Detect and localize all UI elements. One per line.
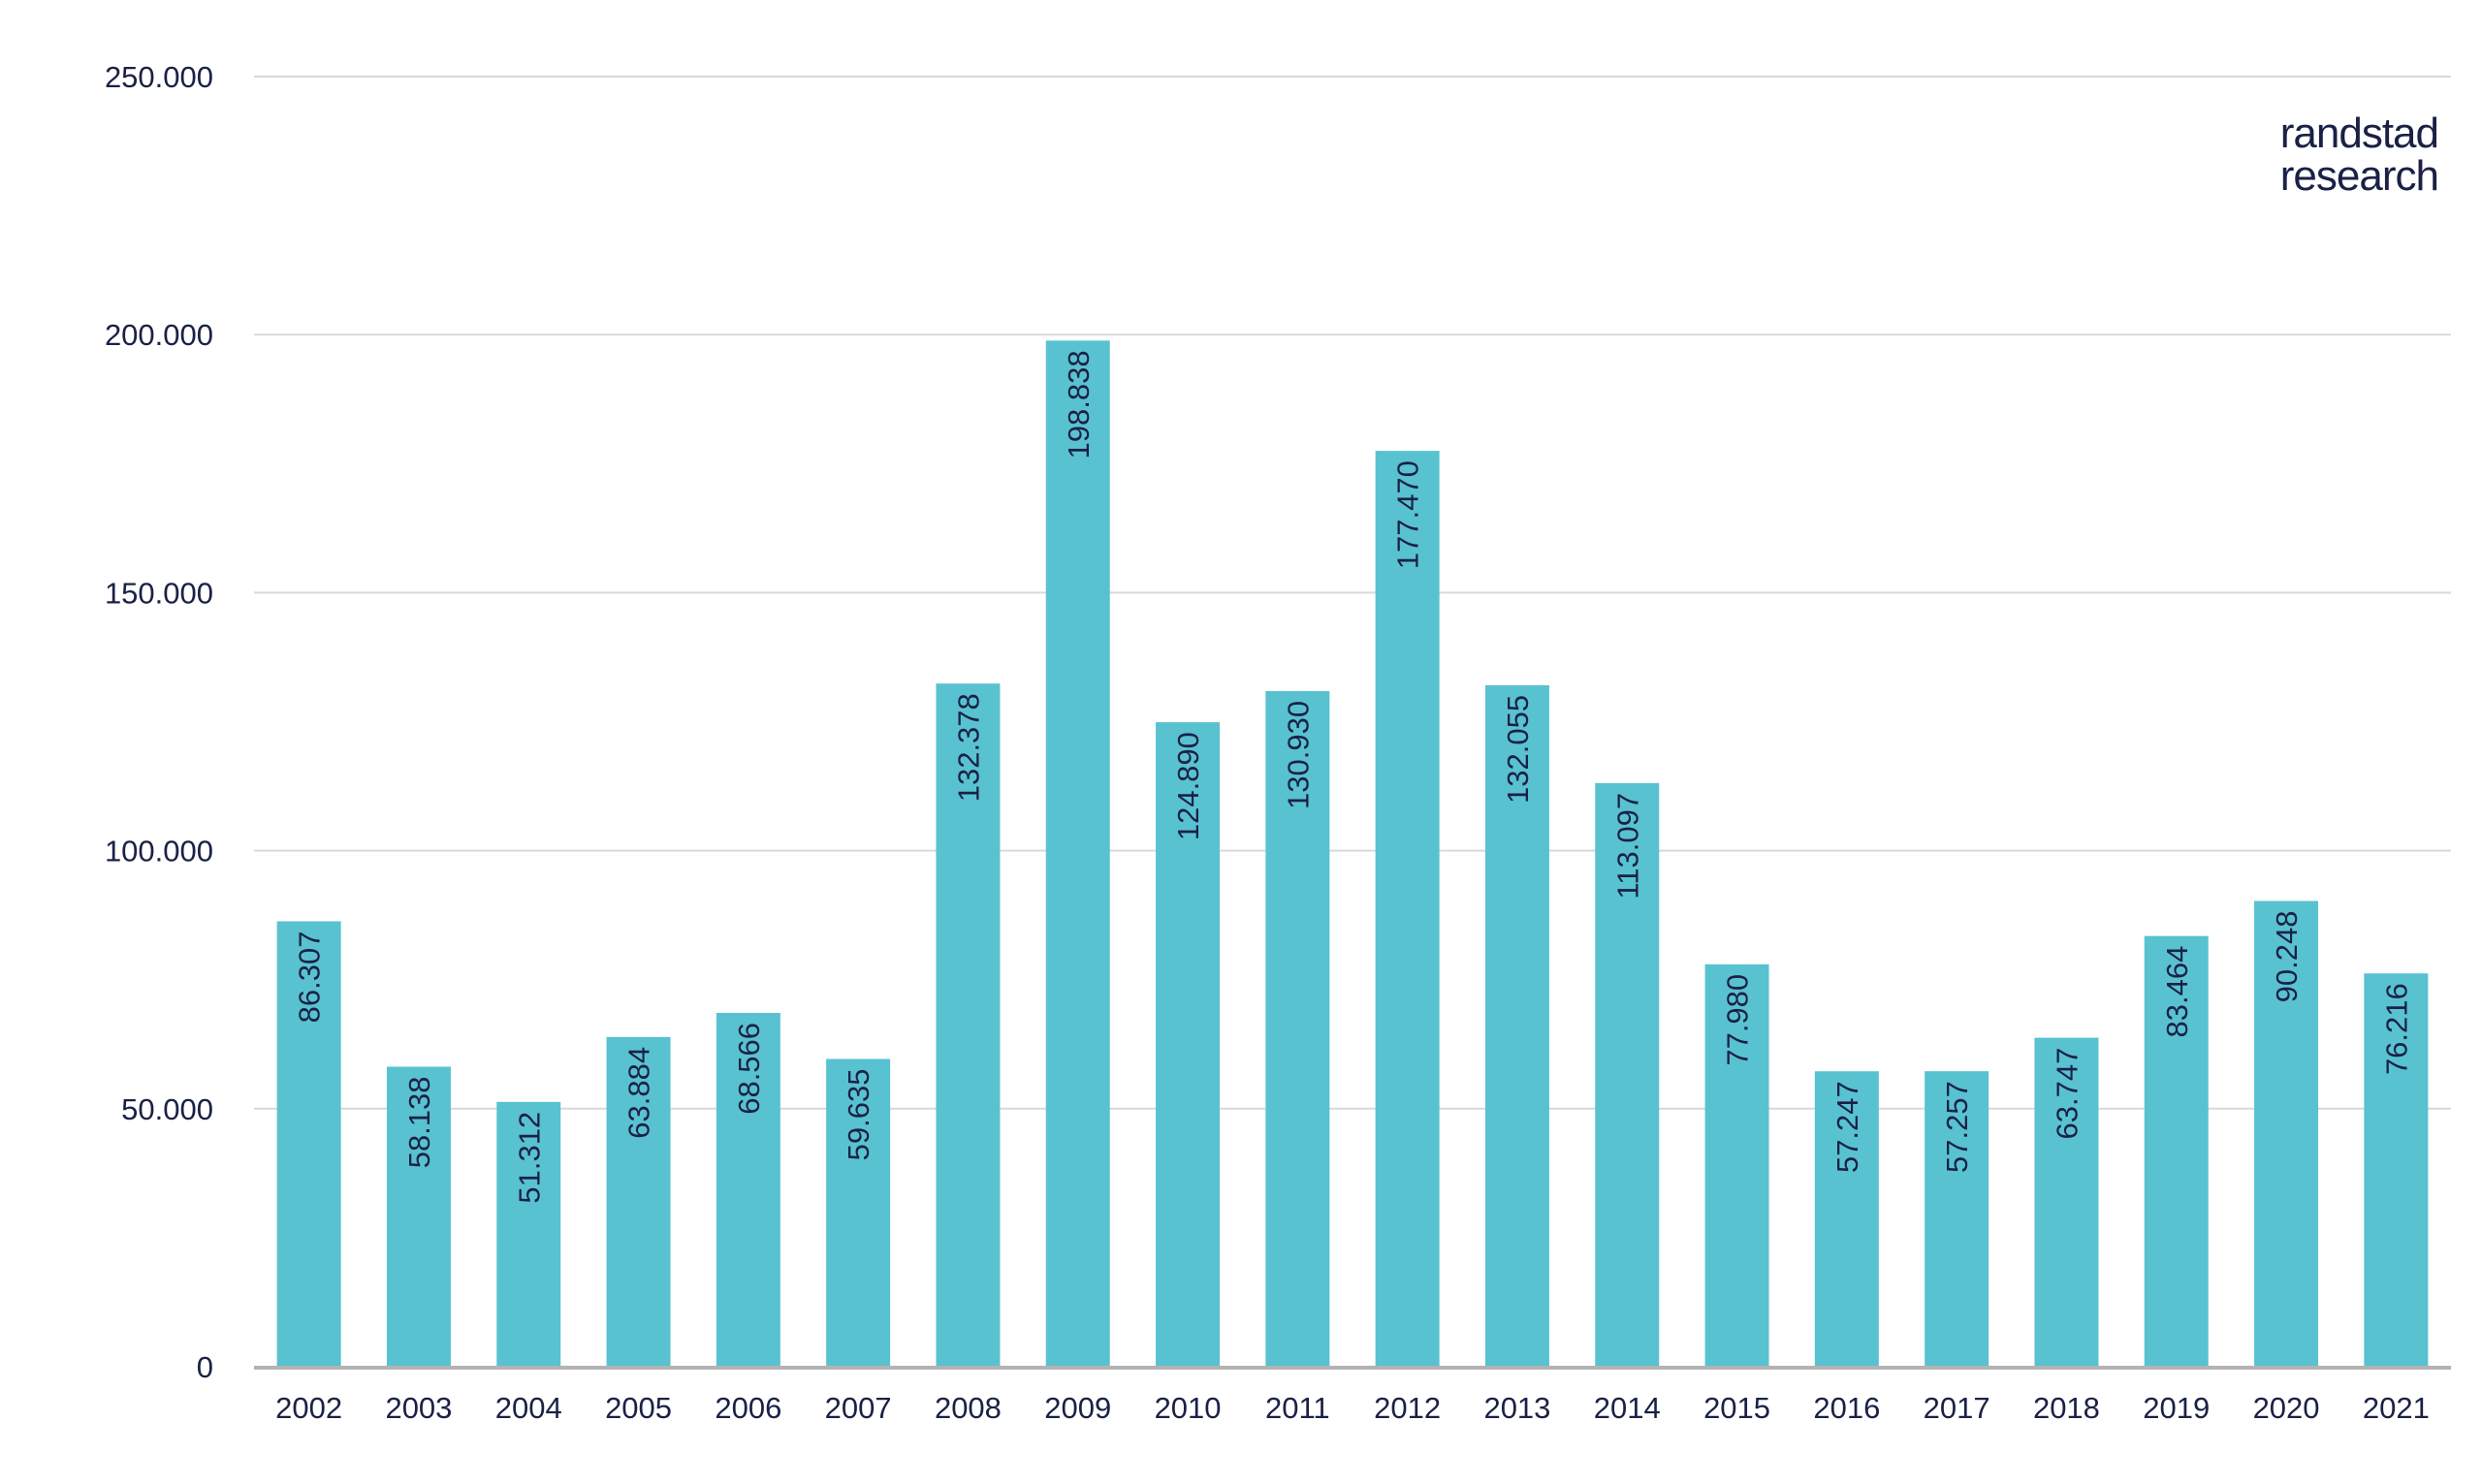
bar-value-label: 113.097: [1610, 793, 1644, 900]
bar: [826, 1058, 891, 1367]
bar: [1484, 684, 1549, 1367]
bars: [276, 340, 2429, 1367]
bar-value-label: 86.307: [293, 931, 327, 1024]
x-tick-label: 2020: [2253, 1391, 2320, 1425]
x-tick-label: 2019: [2143, 1391, 2210, 1425]
bar: [716, 1012, 780, 1367]
y-tick-label: 250.000: [105, 60, 213, 94]
y-axis-tick-labels: 0 50.000 100.000 150.000 200.000 250.000: [105, 60, 213, 1384]
x-tick-label: 2009: [1044, 1391, 1111, 1425]
bar: [496, 1101, 561, 1367]
bar-value-label: 63.884: [622, 1047, 656, 1139]
bar: [1156, 722, 1221, 1367]
bar-value-label: 177.470: [1391, 460, 1425, 569]
bar: [1704, 963, 1769, 1367]
x-tick-label: 2012: [1374, 1391, 1441, 1425]
y-tick-label: 200.000: [105, 318, 213, 352]
bar-value-label: 51.312: [512, 1112, 546, 1204]
x-tick-label: 2004: [495, 1391, 562, 1425]
bar-value-label: 198.838: [1062, 350, 1096, 458]
bar-value-label: 130.930: [1281, 701, 1315, 809]
bar-value-label: 124.890: [1171, 732, 1205, 840]
x-tick-label: 2003: [385, 1391, 452, 1425]
bar: [936, 683, 1001, 1367]
bar-value-label: 68.566: [732, 1023, 766, 1115]
x-tick-label: 2016: [1813, 1391, 1880, 1425]
bar: [2254, 900, 2319, 1367]
x-tick-label: 2014: [1594, 1391, 1661, 1425]
bar-value-label: 57.257: [1940, 1081, 1974, 1173]
bar: [2144, 935, 2209, 1367]
bar-value-label: 76.216: [2379, 983, 2413, 1075]
x-axis-tick-labels: 2002 2003 2004 2005 2006 2007 2008 2009 2010 2011…: [275, 1391, 2430, 1425]
bar-value-label: 132.378: [951, 693, 985, 802]
x-tick-label: 2015: [1703, 1391, 1770, 1425]
x-tick-label: 2018: [2033, 1391, 2100, 1425]
gridlines: [254, 76, 2451, 1110]
x-tick-label: 2021: [2363, 1391, 2430, 1425]
x-tick-label: 2017: [1924, 1391, 1990, 1425]
y-tick-label: 100.000: [105, 835, 213, 868]
bar-value-label: 57.247: [1830, 1081, 1864, 1173]
logo-line-1: randstad: [2279, 110, 2439, 157]
bar-value-label: 83.464: [2160, 946, 2194, 1038]
x-tick-label: 2002: [275, 1391, 342, 1425]
bar-value-labels: 86.307 58.138 51.312 63.884 68.566 59.635 132.…: [293, 350, 2414, 1203]
y-tick-label: 150.000: [105, 576, 213, 610]
x-tick-label: 2013: [1483, 1391, 1550, 1425]
bar: [1265, 690, 1330, 1367]
bar: [1595, 782, 1660, 1367]
x-tick-label: 2010: [1155, 1391, 1222, 1425]
bar-value-label: 59.635: [842, 1069, 875, 1161]
bar: [2364, 973, 2429, 1367]
bar: [2034, 1037, 2099, 1367]
bar-value-label: 90.248: [2270, 911, 2304, 1003]
bar: [276, 921, 341, 1367]
logo-line-2: research: [2279, 152, 2439, 200]
bar: [1375, 451, 1440, 1367]
bar: [386, 1066, 451, 1367]
bar: [1814, 1071, 1879, 1367]
x-tick-label: 2007: [825, 1391, 892, 1425]
bar: [1925, 1071, 1989, 1367]
bar-value-label: 63.747: [2050, 1048, 2084, 1140]
x-tick-label: 2011: [1265, 1391, 1330, 1425]
x-tick-label: 2005: [605, 1391, 672, 1425]
bar-value-label: 77.980: [1721, 974, 1755, 1066]
y-tick-label: 50.000: [121, 1092, 213, 1126]
bar: [606, 1036, 671, 1367]
y-tick-label: 0: [197, 1350, 213, 1384]
randstad-research-logo: randstad research: [2279, 110, 2439, 200]
x-tick-label: 2006: [715, 1391, 781, 1425]
bar-value-label: 132.055: [1501, 695, 1535, 804]
bar: [1045, 340, 1110, 1367]
x-tick-label: 2008: [935, 1391, 1002, 1425]
bar-value-label: 58.138: [402, 1076, 436, 1168]
